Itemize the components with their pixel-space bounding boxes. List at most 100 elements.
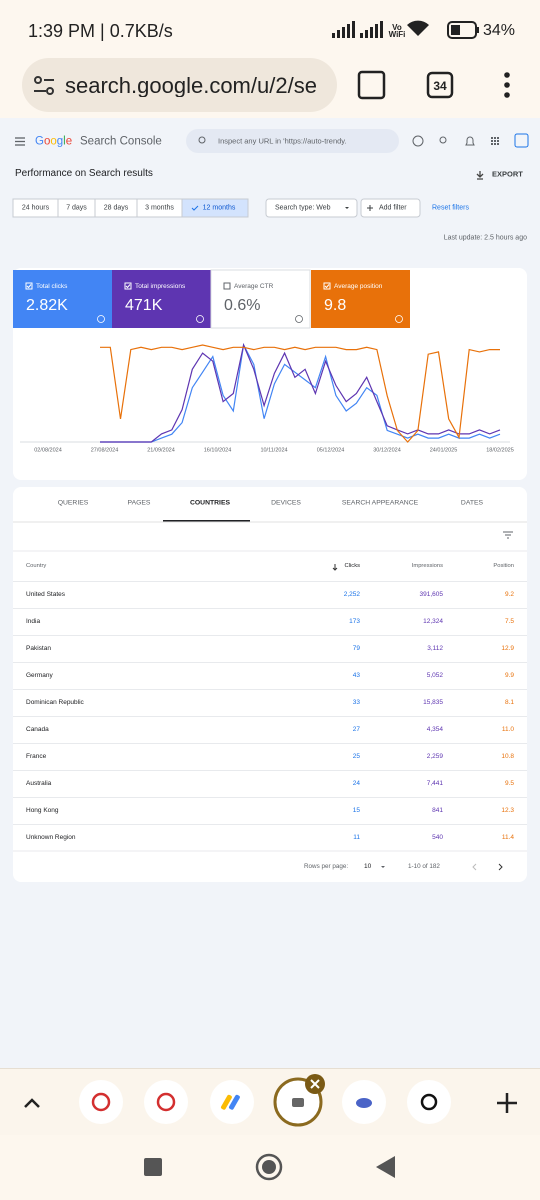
x-tick-label: 27/08/2024 <box>90 447 119 454</box>
nav-home-dot[interactable] <box>262 1160 276 1174</box>
metric-help <box>196 315 204 323</box>
menu-icon[interactable] <box>504 72 510 98</box>
table-cell: 2,259 <box>426 752 443 760</box>
hamburger-icon[interactable] <box>15 137 25 146</box>
metric-label: Average CTR <box>234 282 274 290</box>
help-icon[interactable] <box>412 135 424 147</box>
tab[interactable]: QUERIES <box>57 499 89 507</box>
page-range: 1-10 of 182 <box>408 862 440 870</box>
metric-check <box>125 284 131 289</box>
export-icon[interactable] <box>476 171 484 180</box>
battery-tip <box>477 27 479 33</box>
range-label[interactable]: 28 days <box>103 204 129 212</box>
tab-count[interactable]: 34 <box>433 79 447 93</box>
range-label[interactable]: 7 days <box>66 204 87 212</box>
table-cell: 12.9 <box>501 644 514 652</box>
search-type[interactable]: Search type: Web <box>275 204 331 212</box>
table-cell: 10.8 <box>501 752 514 760</box>
metric-value: 2.82K <box>26 297 68 314</box>
country-name[interactable]: Germany <box>26 671 53 679</box>
table-filter-icon[interactable] <box>503 531 513 539</box>
sort-icon[interactable] <box>332 564 338 571</box>
url-bar[interactable] <box>22 58 337 112</box>
users-icon[interactable] <box>439 136 447 144</box>
translate-icon[interactable] <box>357 70 386 100</box>
range-label[interactable]: 12 months <box>202 204 236 212</box>
metric-tile[interactable] <box>13 270 112 328</box>
metric-value: 9.8 <box>324 297 347 314</box>
table-cell: 7,441 <box>426 779 443 787</box>
range-label[interactable]: 3 months <box>145 204 174 212</box>
apps-icon[interactable] <box>491 137 499 145</box>
plus-icon <box>367 205 373 211</box>
metric-checkbox[interactable] <box>25 282 33 290</box>
metric-checkbox[interactable] <box>323 282 331 290</box>
tab[interactable]: DATES <box>460 499 484 507</box>
country-name[interactable]: Hong Kong <box>26 806 59 814</box>
search-icon <box>198 136 206 144</box>
tab[interactable]: PAGES <box>127 499 151 507</box>
table-cell: 8.1 <box>504 698 514 706</box>
account-icon[interactable] <box>514 133 529 148</box>
metric-checkbox[interactable] <box>124 282 132 290</box>
table-card <box>13 487 527 882</box>
metric-checkbox[interactable] <box>223 282 231 290</box>
reset-filters[interactable]: Reset filters <box>432 204 469 212</box>
country-name[interactable]: Australia <box>26 779 52 787</box>
x-tick-label: 24/01/2025 <box>429 447 458 454</box>
x-tick-label: 05/12/2024 <box>316 447 345 454</box>
country-name[interactable]: United States <box>26 590 66 598</box>
country-name[interactable]: Dominican Republic <box>26 698 84 706</box>
country-name[interactable]: Canada <box>26 725 49 733</box>
network-label: Vo WiFi <box>388 22 406 39</box>
column-header[interactable]: Impressions <box>411 563 443 570</box>
column-header[interactable]: Clicks <box>344 563 360 570</box>
url-text[interactable]: search.google.com/u/2/se <box>65 75 317 97</box>
x-tick-label: 10/11/2024 <box>260 447 288 454</box>
country-name[interactable]: France <box>26 752 47 760</box>
table-cell: 27 <box>352 725 360 733</box>
table-cell: 4,354 <box>426 725 443 733</box>
search-type-chip[interactable] <box>265 198 358 218</box>
metric-tile[interactable] <box>112 270 211 328</box>
table-cell: 9.5 <box>504 779 514 787</box>
country-name[interactable]: Pakistan <box>26 644 51 652</box>
prev-page[interactable] <box>472 863 477 871</box>
column-header[interactable]: Position <box>493 563 514 570</box>
inspect-box[interactable] <box>186 129 399 153</box>
table-cell: 9.2 <box>504 590 514 598</box>
metric-tile[interactable] <box>210 269 311 329</box>
metric-label: Total clicks <box>36 282 68 290</box>
tab[interactable]: COUNTRIES <box>189 499 231 507</box>
metric-check <box>26 284 32 289</box>
table-cell: 11 <box>353 833 360 841</box>
tab[interactable]: DEVICES <box>271 499 301 507</box>
tab-thumbs[interactable] <box>79 1074 451 1127</box>
tab[interactable]: SEARCH APPEARANCE <box>341 499 419 507</box>
metric-help <box>295 315 303 323</box>
nav-recents[interactable] <box>144 1158 162 1176</box>
country-name[interactable]: Unknown Region <box>26 833 76 841</box>
inspect-placeholder[interactable]: Inspect any URL in 'https://auto-trendy. <box>218 136 347 146</box>
table-cell: 15,835 <box>423 698 443 706</box>
signal-icons <box>332 21 383 38</box>
table-cell: 391,605 <box>419 590 444 598</box>
metric-tile[interactable] <box>311 270 410 328</box>
next-page[interactable] <box>498 863 503 871</box>
bell-icon[interactable] <box>465 136 475 146</box>
nav-back[interactable] <box>376 1156 395 1178</box>
add-filter[interactable]: Add filter <box>379 204 407 212</box>
range-label[interactable]: 24 hours <box>21 204 50 212</box>
battery-icon <box>447 21 477 39</box>
rows-per-page[interactable]: 10 <box>364 862 372 870</box>
country-name[interactable]: India <box>26 617 41 625</box>
add-filter-chip[interactable] <box>360 198 421 218</box>
new-tab[interactable] <box>497 1093 517 1113</box>
tabs-icon[interactable] <box>426 71 454 99</box>
export[interactable]: EXPORT <box>492 169 523 179</box>
range-chip[interactable] <box>181 198 249 218</box>
toolbar-up[interactable] <box>24 1098 40 1108</box>
product: Search Console <box>80 135 162 148</box>
nav-home[interactable] <box>255 1153 283 1181</box>
table-cell: 9.9 <box>504 671 514 679</box>
